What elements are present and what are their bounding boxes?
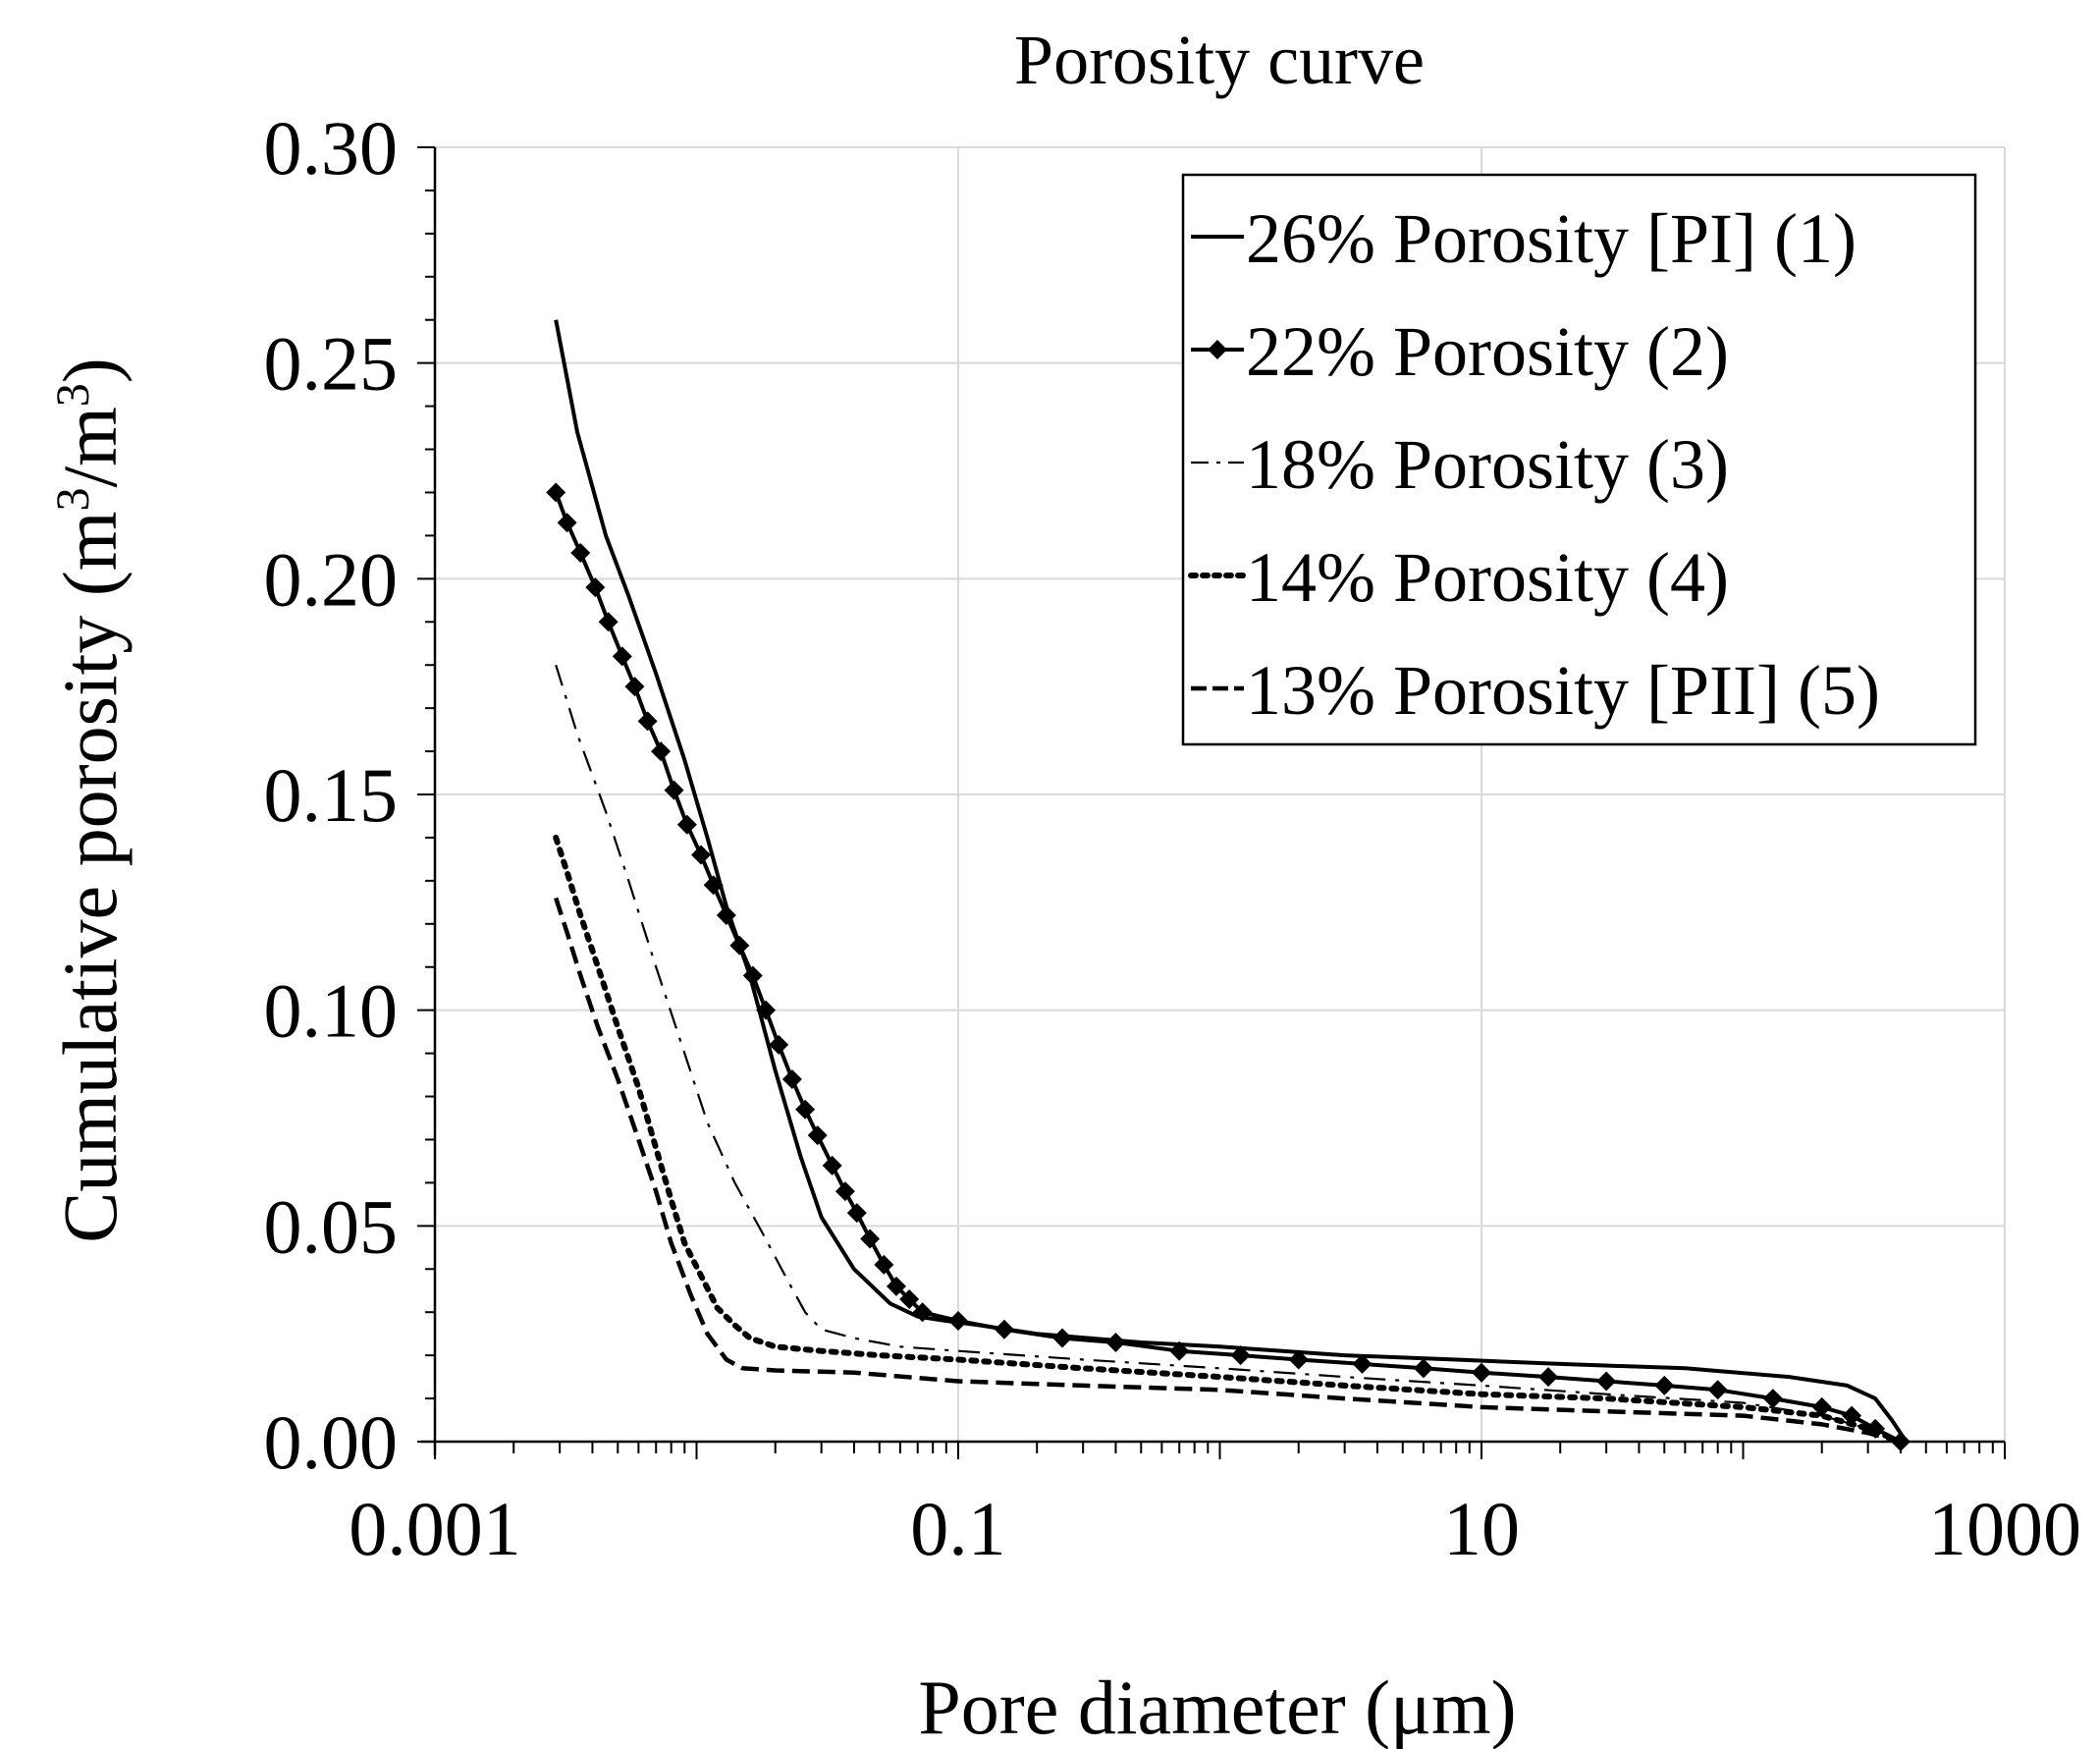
- series-marker: [948, 1310, 968, 1331]
- series-marker: [795, 1099, 816, 1120]
- series-marker: [1472, 1362, 1491, 1383]
- chart-title: Porosity curve: [1014, 21, 1425, 99]
- series-5: [554, 897, 1902, 1445]
- series-marker: [691, 845, 712, 865]
- x-tick-label: 10: [1443, 1486, 1520, 1571]
- series-line-5: [554, 897, 1902, 1445]
- series-marker: [1105, 1332, 1126, 1352]
- series-marker: [1596, 1371, 1617, 1392]
- series-marker: [570, 542, 591, 563]
- series-3: [555, 664, 1902, 1444]
- legend: 26% Porosity [PI] (1) 22% Porosity (2) 18%…: [1181, 173, 1977, 746]
- series-marker: [716, 905, 736, 926]
- series-line-4: [553, 834, 1904, 1445]
- series-marker: [1762, 1389, 1783, 1409]
- series-marker: [822, 1155, 842, 1175]
- series-marker: [637, 711, 658, 732]
- series-marker: [703, 875, 724, 896]
- series-marker: [624, 677, 645, 697]
- series-marker: [874, 1254, 894, 1275]
- y-axis-label-suffix: ): [47, 357, 133, 383]
- legend-label-4: 14% Porosity (4): [1246, 538, 1729, 617]
- y-axis-label-prefix: Cumulative porosity (m: [47, 512, 133, 1243]
- series-marker: [756, 1000, 777, 1020]
- series-marker: [1842, 1405, 1862, 1426]
- series-marker: [664, 780, 684, 800]
- series-marker: [1230, 1345, 1251, 1366]
- series-marker: [912, 1302, 933, 1323]
- series-marker: [585, 577, 606, 598]
- y-tick-label: 0.05: [264, 1183, 399, 1269]
- series-marker: [846, 1203, 867, 1224]
- x-tick-label: 1000: [1928, 1486, 2081, 1571]
- y-axis-label-sup1: 3: [47, 488, 99, 512]
- series-marker: [1352, 1353, 1373, 1374]
- series-marker: [1707, 1380, 1728, 1400]
- y-tick-label: 0.10: [264, 968, 399, 1054]
- series-marker: [769, 1034, 789, 1055]
- y-tick-label: 0.15: [264, 752, 399, 838]
- axes: 0.00 0.05 0.10 0.15 0.20 0.25 0.30 0.001 0.1 10 10…: [264, 105, 2082, 1571]
- series-marker: [1654, 1375, 1675, 1395]
- series-marker: [729, 935, 750, 956]
- x-tick-label: 0.001: [349, 1486, 521, 1571]
- y-axis-label-sup2: 3: [47, 383, 99, 407]
- series-marker: [676, 814, 697, 835]
- series-marker: [651, 741, 672, 762]
- series-marker: [1811, 1396, 1832, 1417]
- x-axis-label: Pore diameter (μm): [918, 1665, 1516, 1749]
- legend-label-1: 26% Porosity [PI] (1): [1246, 199, 1857, 278]
- series-marker: [612, 646, 632, 667]
- series-marker: [546, 482, 566, 503]
- series-marker: [899, 1289, 920, 1310]
- y-axis-label: Cumulative porosity (m3/m3): [47, 357, 133, 1243]
- y-tick-label: 0.20: [264, 536, 399, 622]
- data-series: [546, 319, 1911, 1451]
- x-tick-label: 0.1: [910, 1486, 1006, 1571]
- series-marker: [557, 513, 577, 533]
- series-marker: [860, 1229, 881, 1249]
- series-marker: [886, 1276, 906, 1296]
- y-tick-label: 0.00: [264, 1399, 399, 1485]
- legend-label-3: 18% Porosity (3): [1246, 425, 1729, 504]
- series-marker: [781, 1068, 802, 1089]
- series-marker: [1288, 1349, 1309, 1370]
- series-marker: [1169, 1340, 1190, 1361]
- y-axis-label-middle: /m: [47, 407, 133, 487]
- series-marker: [1413, 1358, 1433, 1379]
- series-line-3: [555, 664, 1902, 1444]
- series-marker: [835, 1181, 855, 1202]
- series-marker: [994, 1319, 1014, 1339]
- legend-box: [1181, 173, 1977, 746]
- series-marker: [742, 965, 763, 986]
- legend-label-2: 22% Porosity (2): [1246, 312, 1729, 391]
- y-tick-label: 0.30: [264, 105, 399, 191]
- legend-marker: [1208, 340, 1227, 359]
- series-marker: [598, 612, 619, 632]
- y-tick-label: 0.25: [264, 321, 399, 407]
- series-marker: [1538, 1367, 1559, 1388]
- series-4: [553, 834, 1904, 1445]
- legend-label-5: 13% Porosity [PII] (5): [1246, 651, 1880, 730]
- series-marker: [807, 1125, 828, 1146]
- series-marker: [1052, 1328, 1073, 1348]
